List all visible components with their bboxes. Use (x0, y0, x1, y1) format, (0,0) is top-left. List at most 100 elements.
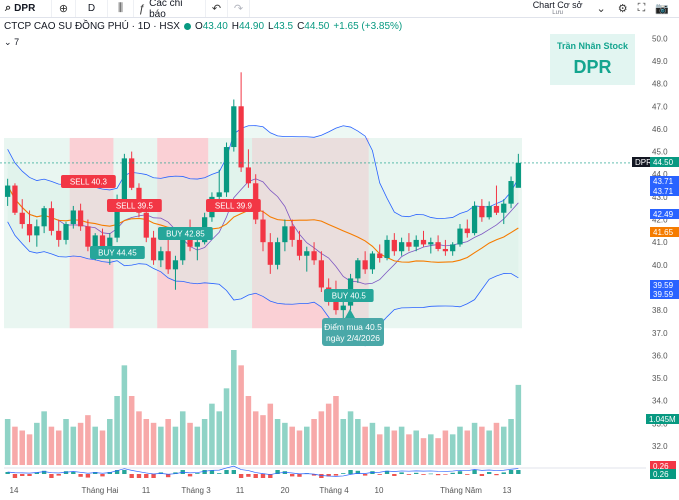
buy-label-2: BUY 42.85 (166, 230, 205, 239)
volume-bar (296, 430, 303, 465)
candle-body (304, 251, 310, 256)
price-tick: 34.0 (652, 397, 668, 406)
indicator-collapse[interactable]: ⌄ 7 (4, 37, 19, 48)
volume-bar (340, 419, 347, 465)
price-tag-box (650, 469, 676, 479)
candle-body (391, 239, 397, 252)
price-tick: 47.0 (652, 102, 668, 111)
volume-bar (245, 396, 252, 465)
oscillator-bar (399, 472, 404, 474)
undo-button[interactable]: ↶ (206, 0, 228, 17)
time-tick: 13 (503, 486, 512, 495)
volume-bar (26, 434, 33, 465)
symbol-label: DPR (14, 3, 36, 14)
price-tick: 45.0 (652, 148, 668, 157)
candle-body (194, 242, 200, 247)
top-toolbar: ⌕ DPR ⊕ D ⫼ ƒ Các chỉ báo ↶ ↷ Chart Cơ s… (0, 0, 679, 20)
price-tick: 43.0 (652, 193, 668, 202)
volume-bar (172, 426, 179, 465)
oscillator-bar (421, 474, 426, 475)
candle-body (340, 305, 346, 311)
volume-bar (362, 426, 368, 465)
candle-body (450, 244, 456, 252)
high-label: H (231, 21, 239, 32)
volume-bar (333, 396, 339, 465)
price-tag: 43.71 (653, 177, 674, 186)
candle-body (253, 183, 259, 220)
candle-body (296, 239, 303, 256)
oscillator-bar (355, 470, 361, 474)
candle-body (311, 251, 317, 261)
price-tag: 42.49 (653, 210, 674, 219)
chevron-down-icon[interactable]: ⌄ (596, 3, 606, 15)
candle-body (143, 212, 149, 238)
candle-body (180, 233, 186, 261)
oscillator-bar (158, 472, 164, 474)
volume-bar (311, 419, 317, 465)
price-tick: 32.0 (652, 442, 668, 451)
price-tag-box (650, 157, 679, 167)
oscillator-bar (319, 474, 324, 478)
volume-bar (128, 396, 135, 465)
sell-label-1: SELL 40.3 (70, 178, 108, 187)
volume-bar (99, 430, 106, 465)
layout-menu[interactable]: Chart Cơ sở Lưu (519, 0, 597, 17)
volume-bar (435, 438, 441, 465)
layout-name: Chart Cơ sở (532, 0, 583, 10)
interval-button[interactable]: D (76, 0, 108, 17)
gear-icon[interactable]: ⚙ (617, 3, 628, 15)
volume-bar (267, 403, 274, 465)
symbol-search[interactable]: ⌕ DPR (0, 0, 52, 17)
volume-bar (500, 426, 507, 465)
price-tick: 48.0 (652, 80, 668, 89)
note-line-1: Điểm mua 40.5 (324, 322, 382, 332)
indicators-label: Các chỉ báo (149, 0, 183, 20)
volume-bar (19, 430, 26, 465)
time-tick: 11 (236, 486, 245, 495)
volume-bar (114, 396, 120, 465)
volume-bar (398, 426, 405, 465)
volume-bar (464, 430, 471, 465)
search-icon: ⌕ (5, 2, 12, 14)
candle-body (48, 208, 55, 231)
oscillator-bar (27, 474, 32, 476)
candle-body (282, 226, 288, 243)
signal-zone-0 (4, 137, 70, 329)
time-tick: Tháng 3 (181, 486, 211, 495)
oscillator-bar (56, 474, 61, 476)
time-tick: Tháng Năm (440, 486, 482, 495)
chart-style-button[interactable]: ⫼ (108, 0, 134, 17)
candle-body (501, 203, 507, 213)
sell-label-1-box (61, 175, 116, 188)
change-value: +1.65 (+3.85%) (333, 21, 403, 32)
candle-body (362, 260, 368, 270)
compare-button[interactable]: ⊕ (52, 0, 76, 17)
brand-name: Trần Nhân Stock (556, 41, 628, 51)
price-tag-box (650, 227, 679, 237)
indicators-icon: ƒ (139, 2, 146, 15)
sell-label-2-box (107, 199, 162, 212)
redo-button[interactable]: ↷ (228, 0, 250, 17)
fullscreen-icon[interactable]: ⛶ (637, 2, 646, 14)
indicators-button[interactable]: ƒ Các chỉ báo (134, 0, 206, 20)
oscillator-bar (5, 472, 10, 474)
chevron-down-icon: ⌄ (4, 37, 12, 47)
camera-icon[interactable]: 📷 (655, 3, 669, 15)
volume-bar (48, 426, 55, 465)
candle-body (114, 199, 120, 238)
price-tick: 50.0 (652, 34, 668, 43)
price-tick: 36.0 (652, 351, 668, 360)
oscillator-bar (253, 474, 258, 478)
signal-zone-6 (368, 137, 522, 329)
oscillator-bar (85, 474, 91, 478)
volume-bar (238, 365, 244, 465)
price-tag: DPR (635, 158, 652, 167)
signal-zone-2 (113, 137, 158, 329)
volume-bar (471, 422, 478, 465)
candle-body (420, 239, 427, 245)
volume-bar (347, 411, 354, 465)
oscillator-bar (34, 472, 40, 474)
high-value: 44.90 (239, 21, 265, 32)
candle-body (92, 235, 98, 247)
oscillator-bar (151, 474, 156, 478)
